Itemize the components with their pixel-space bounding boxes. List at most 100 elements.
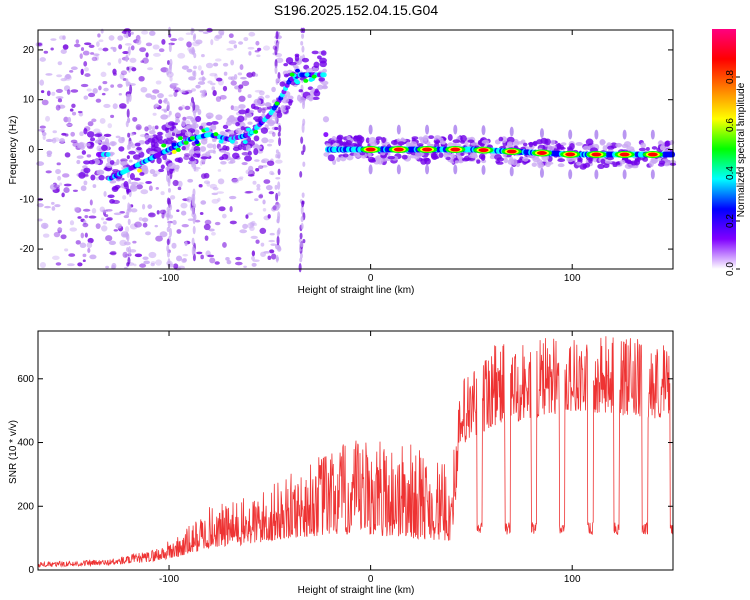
colorbar-tick-label: 0.4 (725, 166, 736, 180)
spectrogram-noise-blob (243, 36, 249, 42)
spectrogram-ridge-halo (94, 133, 102, 138)
spectrogram-ridge-halo (537, 161, 544, 169)
spectrogram-ridge-halo (271, 86, 276, 93)
spectrogram-ridge-halo (607, 145, 615, 151)
spectrogram-ridge-halo (285, 57, 294, 64)
spectrogram-noise-blob (98, 47, 103, 51)
spectrogram-y-tick-label: 20 (23, 45, 35, 56)
spectrogram-noise-blob (89, 199, 93, 206)
spectrogram-ridge-halo (317, 84, 324, 90)
spectrogram-noise-blob (108, 240, 117, 245)
spectrogram-ridge-halo (114, 184, 121, 189)
spectrogram-streak-blob (168, 110, 172, 116)
spectrogram-hot-spot (137, 168, 143, 173)
spectrogram-noise-blob (250, 235, 258, 240)
spectrogram-noise-blob (99, 206, 105, 213)
spectrogram-noise-blob (209, 257, 216, 264)
spectrogram-ridge-halo (460, 140, 465, 144)
spectrogram-ridge-halo (83, 128, 88, 135)
spectrogram-noise-blob (79, 53, 83, 60)
spectrogram-ridge-halo (90, 174, 96, 181)
spectrogram-noise-blob (93, 53, 100, 57)
spectrogram-noise-blob (213, 62, 219, 67)
spectrogram-streak-blob (275, 30, 279, 40)
spectrogram-noise-blob (73, 43, 81, 48)
spectrogram-hot-spot (289, 72, 295, 77)
spectrogram-ridge-halo (599, 138, 606, 146)
spectrogram-ridge-halo (294, 53, 300, 58)
spectrogram-ridge-halo (320, 50, 327, 56)
spectrogram-noise-blob (45, 115, 51, 122)
spectrogram-noise-blob (194, 219, 201, 223)
spectrogram-noise-blob (144, 126, 149, 132)
spectrogram-noise-blob (82, 50, 90, 56)
spectrogram-hot-spot (189, 136, 195, 141)
snr-x-tick-label: -100 (159, 574, 179, 585)
spectrogram-streak-blob (299, 171, 303, 178)
spectrogram-ridge-halo (235, 127, 243, 134)
spectrogram-noise-blob (52, 130, 57, 134)
spectrogram-noise-blob (118, 44, 123, 50)
spectrogram-streak-blob (125, 78, 129, 87)
spectrogram-noise-blob (260, 242, 265, 247)
spectrogram-noise-blob (180, 210, 187, 216)
spectrogram-ridge-halo (479, 143, 485, 148)
spectrogram-noise-blob (181, 224, 189, 228)
spectrogram-noise-blob (172, 179, 179, 187)
spectrogram-peak-inner (393, 147, 404, 152)
spectrogram-noise-blob (136, 38, 142, 45)
spectrogram-ridge-halo (414, 150, 423, 158)
spectrogram-noise-blob (236, 177, 244, 181)
spectrogram-ridge-halo (447, 133, 453, 141)
spectrogram-noise-blob (174, 112, 181, 119)
spectrogram-hot-spot (303, 78, 309, 83)
spectrogram-noise-blob (86, 154, 92, 158)
spectrogram-noise-blob (56, 74, 63, 78)
spectrogram-ridge-halo (207, 115, 212, 120)
spectrogram-streak-blob (192, 216, 196, 225)
spectrogram-noise-blob (37, 128, 46, 132)
spectrogram-spike (622, 169, 627, 180)
spectrogram-noise-blob (69, 227, 78, 232)
spectrogram-ridge-halo (323, 152, 330, 157)
spectrogram-noise-blob (64, 248, 69, 252)
spectrogram-noise-blob (87, 237, 94, 244)
spectrogram-noise-blob (79, 131, 84, 137)
spectrogram-noise-blob (66, 89, 71, 95)
spectrogram-streak-blob (169, 58, 173, 67)
spectrogram-hot-spot (171, 142, 177, 147)
spectrogram-noise-blob (45, 73, 53, 76)
spectrogram-streak-blob (278, 125, 282, 133)
spectrogram-noise-blob (247, 94, 252, 99)
spectrogram-noise-blob (151, 125, 156, 132)
spectrogram-ridge-halo (274, 126, 279, 131)
spectrogram-noise-blob (268, 239, 275, 243)
spectrogram-ridge-halo (292, 65, 299, 69)
spectrogram-peak-inner (536, 150, 547, 155)
spectrogram-streak-blob (302, 144, 306, 153)
spectrogram-hot-spot (171, 149, 177, 154)
spectrogram-ridge-halo (275, 78, 281, 83)
spectrogram-noise-blob (148, 212, 156, 218)
spectrogram-streak-blob (276, 229, 280, 237)
spectrogram-noise-blob (88, 92, 96, 98)
spectrogram-ridge-halo (194, 150, 202, 154)
spectrogram-noise-blob (49, 183, 57, 191)
spectrogram-noise-blob (120, 70, 128, 76)
spectrogram-noise-blob (104, 214, 109, 218)
spectrogram-noise-blob (119, 103, 127, 109)
spectrogram-ridge-halo (461, 157, 470, 162)
spectrogram-ridge-halo (247, 121, 253, 125)
colorbar-gradient (712, 29, 736, 269)
spectrogram-ridge-halo (626, 159, 632, 165)
spectrogram-noise-blob (215, 34, 223, 39)
spectrogram-ridge-halo (129, 185, 138, 192)
spectrogram-noise-blob (147, 67, 154, 71)
spectrogram-noise-blob (70, 139, 78, 144)
spectrogram-noise-blob (159, 231, 168, 238)
spectrogram-noise-blob (67, 116, 72, 124)
spectrogram-ridge-halo (496, 161, 504, 165)
spectrogram-noise-blob (161, 38, 166, 45)
spectrogram-noise-blob (155, 235, 163, 242)
spectrogram-ridge-halo (76, 155, 84, 159)
